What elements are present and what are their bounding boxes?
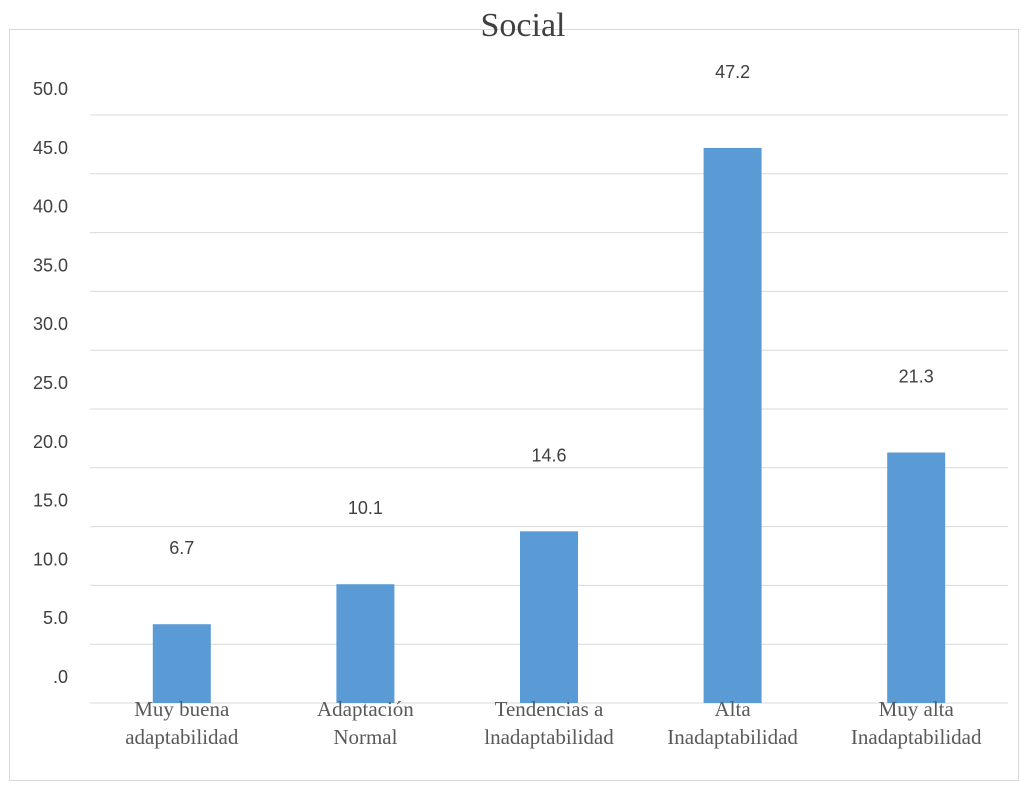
y-tick-label: 30.0 [33, 314, 68, 334]
y-axis-ticks: .0 5.0 10.0 15.0 20.0 25.0 30.0 35.0 40.0 45.0 50.… [33, 79, 68, 687]
x-category-label: Alta Inadaptabilidad [667, 697, 798, 749]
y-tick-label: 25.0 [33, 373, 68, 393]
chart-title: Social [481, 7, 566, 44]
y-tick-label: 45.0 [33, 138, 68, 158]
gridlines [90, 114, 1008, 704]
y-tick-label: 35.0 [33, 255, 68, 275]
bar [152, 624, 211, 703]
y-tick-label: 50.0 [33, 79, 68, 99]
x-category-label: Adaptación Normal [317, 697, 414, 749]
y-tick-label: .0 [53, 667, 68, 687]
bar [887, 452, 946, 703]
x-category-label: Tendencias a lnadaptabilidad [484, 697, 614, 749]
y-tick-label: 15.0 [33, 491, 68, 511]
y-tick-label: 5.0 [43, 608, 68, 628]
y-tick-label: 10.0 [33, 549, 68, 569]
data-label: 21.3 [899, 367, 934, 387]
y-tick-label: 40.0 [33, 197, 68, 217]
bar [520, 531, 578, 703]
data-labels: 6.7 10.1 14.6 47.2 21.3 [169, 62, 933, 558]
data-label: 6.7 [169, 538, 194, 558]
data-label: 14.6 [531, 445, 566, 465]
bar [336, 584, 395, 703]
x-axis-labels: Muy buena adaptabilidad Adaptación Normal Te… [125, 697, 982, 749]
y-tick-label: 20.0 [33, 432, 68, 452]
x-category-label: Muy alta Inadaptabilidad [851, 697, 982, 749]
bar [703, 147, 762, 704]
data-label: 10.1 [348, 498, 383, 518]
data-label: 47.2 [715, 62, 750, 82]
bars [152, 147, 946, 704]
x-category-label: Muy buena adaptabilidad [125, 697, 239, 749]
